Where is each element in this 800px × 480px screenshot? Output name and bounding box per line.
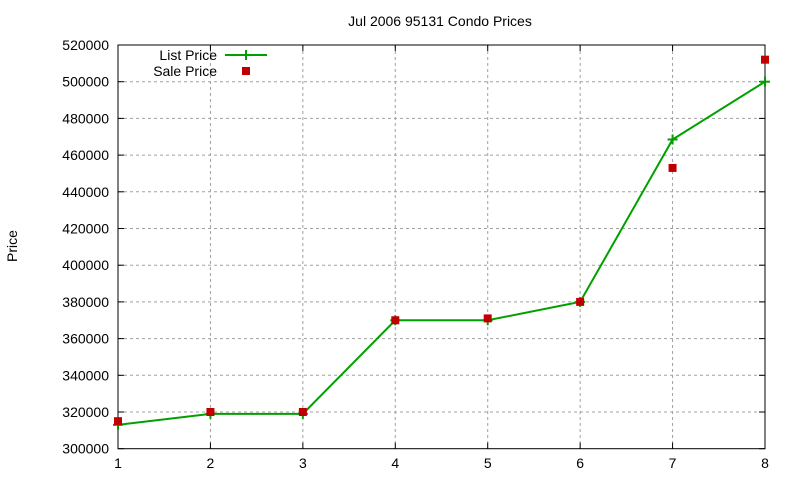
y-tick-label: 360000 <box>62 331 109 347</box>
sale-price-marker <box>391 316 400 325</box>
legend: List Price Sale Price <box>153 47 267 79</box>
sale-price-marker <box>761 55 769 64</box>
x-axis-ticks: 1 2 3 4 5 6 7 8 <box>114 45 769 471</box>
grid-lines <box>118 45 765 449</box>
chart-title: Jul 2006 95131 Condo Prices <box>348 13 532 29</box>
y-tick-label: 380000 <box>62 294 109 310</box>
y-tick-label: 440000 <box>62 184 109 200</box>
y-tick-label: 300000 <box>62 441 109 457</box>
y-tick-label: 520000 <box>62 37 109 53</box>
x-tick-label: 1 <box>114 455 122 471</box>
y-tick-label: 340000 <box>62 367 109 383</box>
x-tick-label: 7 <box>669 455 677 471</box>
sale-price-marker <box>576 297 585 306</box>
x-tick-label: 3 <box>299 455 307 471</box>
legend-square-icon <box>242 67 250 75</box>
x-tick-label: 6 <box>576 455 584 471</box>
y-tick-label: 460000 <box>62 147 109 163</box>
sale-price-marker <box>668 163 677 172</box>
x-tick-label: 5 <box>484 455 492 471</box>
x-tick-label: 4 <box>391 455 399 471</box>
y-tick-label: 480000 <box>62 110 109 126</box>
sale-price-marker <box>483 314 492 323</box>
y-tick-label: 420000 <box>62 221 109 237</box>
sale-price-marker <box>298 408 307 416</box>
y-axis-label: Price <box>4 230 20 262</box>
plot-border <box>117 44 766 450</box>
sale-price-marker <box>206 408 215 416</box>
sale-price-marker <box>114 417 122 426</box>
data-series <box>113 55 770 430</box>
legend-label-sale-price: Sale Price <box>153 63 217 79</box>
x-tick-label: 2 <box>207 455 215 471</box>
y-tick-label: 500000 <box>62 74 109 90</box>
y-axis-ticks: 300000 320000 340000 360000 380000 400000 4200… <box>62 37 765 457</box>
x-tick-label: 8 <box>761 455 769 471</box>
y-tick-label: 400000 <box>62 257 109 273</box>
list-price-line <box>117 80 766 426</box>
y-tick-label: 320000 <box>62 404 109 420</box>
legend-label-list-price: List Price <box>159 47 217 63</box>
